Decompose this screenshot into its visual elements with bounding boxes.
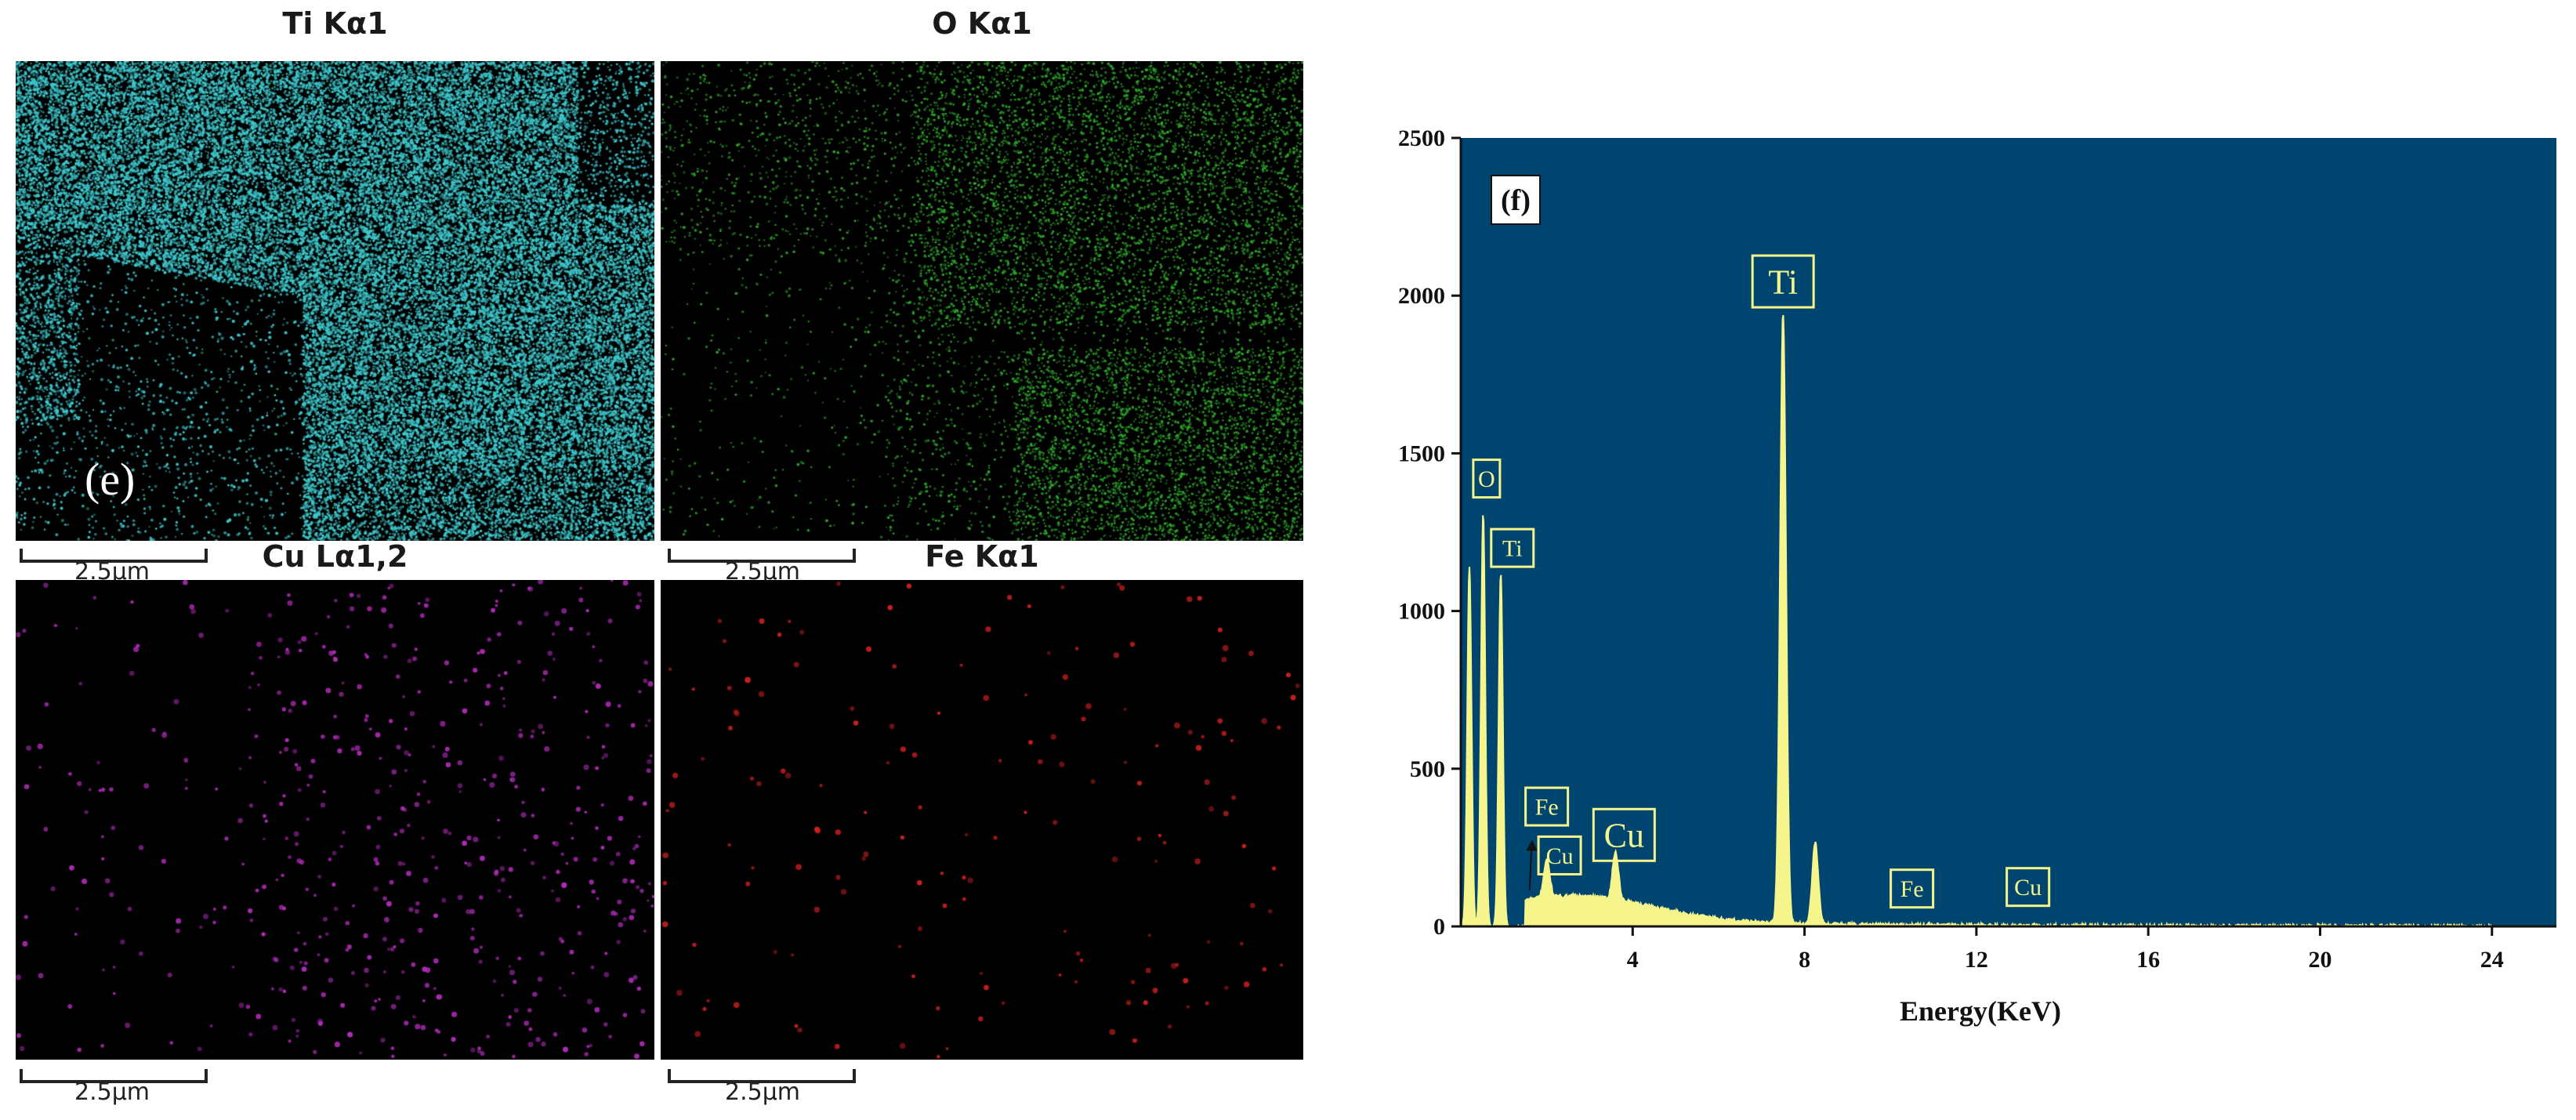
y-tick-label: 2500 <box>1398 125 1445 151</box>
map-title-cu: Cu Lα1,2 <box>262 539 408 574</box>
map-title-o: O Kα1 <box>932 6 1032 41</box>
peak-label-box <box>1524 786 1570 827</box>
cu-element-map <box>16 580 654 1060</box>
map-title-fe: Fe Kα1 <box>925 539 1039 574</box>
scale-label-fe: 2.5μm <box>725 1078 801 1106</box>
y-tick-label: 500 <box>1410 756 1445 782</box>
peak-label-cu: Cu <box>1604 817 1644 855</box>
x-tick-label: 4 <box>1627 947 1639 973</box>
peak-label-cu: Cu <box>1546 843 1574 869</box>
o-element-map <box>661 61 1303 541</box>
plot-background <box>1461 138 2556 926</box>
panel-label-f: (f) <box>1501 184 1531 217</box>
y-tick-label: 1500 <box>1398 440 1445 466</box>
scale-bar-cu <box>20 1069 208 1083</box>
peak-label-box <box>2005 867 2051 908</box>
x-tick-label: 8 <box>1799 947 1810 973</box>
scale-bar-o <box>668 549 856 563</box>
ti-element-map <box>16 61 654 541</box>
panel-label-f-box <box>1491 175 1541 225</box>
y-tick-label: 0 <box>1433 914 1445 940</box>
map-title-ti: Ti Kα1 <box>282 6 388 41</box>
peak-annotations-group: Ti O Ti Fe Cu Cu Fe Cu <box>1472 254 2051 909</box>
x-tick-label: 20 <box>2308 947 2331 973</box>
peak-label-ti: Ti <box>1768 263 1798 301</box>
peak-label-o: O <box>1478 466 1495 492</box>
axes-group: 0 500 1000 1500 2000 2500 4 8 12 16 20 24 <box>1398 125 2556 973</box>
x-tick-label: 12 <box>1965 947 1988 973</box>
peak-label-box <box>1592 807 1656 862</box>
peak-label-box <box>1751 254 1815 309</box>
x-tick-label: 16 <box>2136 947 2160 973</box>
peak-label-ti: Ti <box>1502 536 1523 562</box>
scale-label-cu: 2.5μm <box>74 1078 150 1106</box>
peak-label-box <box>1889 868 1935 909</box>
peak-label-box <box>1490 527 1535 568</box>
panel-label-e: (e) <box>85 454 136 505</box>
x-axis-title: Energy(KeV) <box>1900 995 2061 1027</box>
scale-bar-ti <box>20 549 208 563</box>
peak-label-fe: Fe <box>1900 876 1924 902</box>
y-tick-label: 1000 <box>1398 599 1445 625</box>
scale-bar-fe <box>668 1069 856 1083</box>
annotation-arrow <box>1528 844 1533 890</box>
fe-element-map <box>661 580 1303 1060</box>
peak-label-box <box>1472 459 1502 499</box>
y-tick-label: 2000 <box>1398 283 1445 309</box>
annotation-arrowhead <box>1526 839 1538 851</box>
peak-label-cu: Cu <box>2014 875 2042 901</box>
peak-label-fe: Fe <box>1535 795 1559 821</box>
peak-label-box <box>1537 835 1582 875</box>
panel-label-f-group: (f) <box>1491 175 1541 225</box>
x-tick-label: 24 <box>2480 947 2504 973</box>
